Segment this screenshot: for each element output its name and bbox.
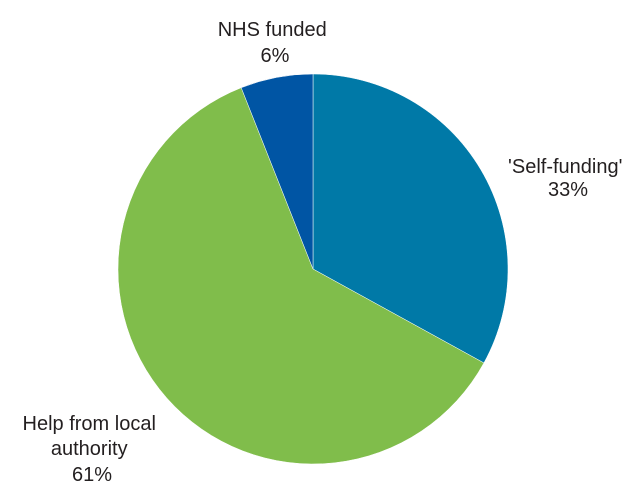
slice-label-local-authority-line1: Help from local bbox=[23, 413, 156, 435]
pie-slice-nhs-funded bbox=[240, 73, 314, 270]
slice-label-self-funding-name: 'Self-funding' bbox=[508, 156, 622, 178]
pie-slices bbox=[117, 73, 509, 465]
slice-value-self-funding: 33% bbox=[548, 179, 588, 201]
pie-slice-self-funding bbox=[312, 73, 509, 364]
slice-value-local-authority: 61% bbox=[72, 464, 112, 486]
slice-label-self-funding: 'Self-funding' 33% bbox=[508, 156, 628, 201]
slice-value-nhs-funded: 6% bbox=[261, 45, 290, 67]
slice-label-local-authority-line2: authority bbox=[51, 438, 128, 460]
pie-slice-help-from-local-authority bbox=[117, 87, 485, 465]
slice-label-local-authority: Help from local authority 61% bbox=[23, 413, 162, 486]
slice-label-nhs-funded: NHS funded 6% bbox=[218, 19, 333, 67]
slice-label-nhs-funded-name: NHS funded bbox=[218, 19, 327, 41]
